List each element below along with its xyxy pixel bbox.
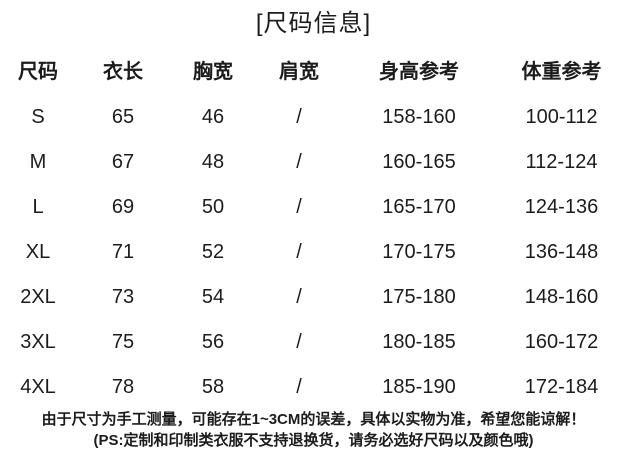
- cell-height-ref: 160-165: [382, 151, 456, 173]
- cell-height-ref: 165-170: [382, 196, 456, 218]
- table-row-3xl: 3XL 75 56 / 180-185 160-172: [0, 320, 627, 365]
- table-row-m: M 67 48 / 160-165 112-124: [0, 140, 627, 185]
- cell-shoulder: /: [296, 196, 302, 218]
- cell-shoulder: /: [296, 331, 302, 353]
- column-header-chest: 胸宽: [193, 60, 233, 83]
- cell-length: 65: [111, 106, 135, 128]
- cell-chest: 46: [201, 106, 225, 128]
- column-header-height-ref: 身高参考: [379, 60, 459, 83]
- table-row-s: S 65 46 / 158-160 100-112: [0, 95, 627, 140]
- cell-size: XL: [25, 241, 51, 263]
- column-header-length: 衣长: [103, 60, 143, 83]
- cell-size: M: [29, 151, 47, 173]
- cell-shoulder: /: [296, 106, 302, 128]
- cell-weight-ref: 136-148: [524, 241, 599, 263]
- cell-size: S: [31, 106, 45, 128]
- cell-height-ref: 170-175: [382, 241, 456, 263]
- table-row-2xl: 2XL 73 54 / 175-180 148-160: [0, 275, 627, 320]
- table-row-4xl: 4XL 78 58 / 185-190 172-184: [0, 365, 627, 410]
- cell-height-ref: 175-180: [382, 286, 456, 308]
- table-row-l: L 69 50 / 165-170 124-136: [0, 185, 627, 230]
- cell-weight-ref: 124-136: [524, 196, 599, 218]
- table-body: S 65 46 / 158-160 100-112 M 67 48 / 160-…: [0, 95, 627, 410]
- cell-size: L: [32, 196, 44, 218]
- cell-height-ref: 185-190: [382, 376, 456, 398]
- cell-weight-ref: 100-112: [525, 106, 598, 128]
- cell-length: 69: [111, 196, 135, 218]
- cell-length: 71: [111, 241, 135, 263]
- cell-length: 78: [111, 376, 135, 398]
- cell-height-ref: 180-185: [382, 331, 456, 353]
- table-row-xl: XL 71 52 / 170-175 136-148: [0, 230, 627, 275]
- return-policy-note: (PS:定制和印制类衣服不支持退换货，请务必选好尺码以及颜色哦): [93, 432, 534, 449]
- cell-chest: 52: [201, 241, 225, 263]
- cell-chest: 56: [201, 331, 225, 353]
- cell-chest: 50: [201, 196, 225, 218]
- cell-size: 4XL: [20, 376, 56, 398]
- cell-weight-ref: 172-184: [524, 376, 599, 398]
- cell-height-ref: 158-160: [382, 106, 456, 128]
- cell-shoulder: /: [296, 286, 302, 308]
- table-header-row: 尺码 衣长 胸宽 肩宽 身高参考 体重参考: [0, 54, 627, 84]
- cell-shoulder: /: [296, 241, 302, 263]
- cell-chest: 48: [201, 151, 225, 173]
- column-header-size: 尺码: [18, 60, 58, 83]
- cell-chest: 58: [201, 376, 225, 398]
- cell-shoulder: /: [296, 151, 302, 173]
- cell-size: 2XL: [20, 286, 56, 308]
- cell-shoulder: /: [296, 376, 302, 398]
- cell-length: 67: [111, 151, 135, 173]
- cell-weight-ref: 148-160: [524, 286, 599, 308]
- cell-size: 3XL: [20, 331, 56, 353]
- column-header-weight-ref: 体重参考: [521, 60, 602, 83]
- cell-length: 73: [111, 286, 135, 308]
- column-header-shoulder: 肩宽: [279, 60, 319, 83]
- measurement-disclaimer-note: 由于尺寸为手工测量，可能存在1~3CM的误差，具体以实物为准，希望您能谅解！: [41, 411, 586, 428]
- cell-length: 75: [111, 331, 135, 353]
- cell-weight-ref: 160-172: [524, 331, 599, 353]
- cell-weight-ref: 112-124: [525, 151, 598, 173]
- cell-chest: 54: [201, 286, 225, 308]
- page-title: [尺码信息]: [255, 10, 372, 37]
